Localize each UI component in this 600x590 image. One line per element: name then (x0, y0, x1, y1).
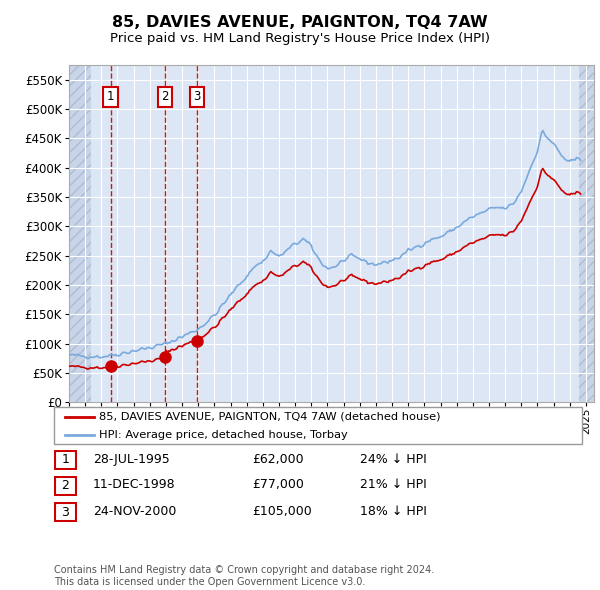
Text: 28-JUL-1995: 28-JUL-1995 (93, 453, 170, 466)
FancyBboxPatch shape (55, 451, 76, 468)
Text: 24% ↓ HPI: 24% ↓ HPI (360, 453, 427, 466)
Text: 1: 1 (61, 453, 70, 466)
Text: 85, DAVIES AVENUE, PAIGNTON, TQ4 7AW: 85, DAVIES AVENUE, PAIGNTON, TQ4 7AW (112, 15, 488, 30)
Text: HPI: Average price, detached house, Torbay: HPI: Average price, detached house, Torb… (99, 430, 347, 440)
Text: 2: 2 (61, 479, 70, 492)
Text: 3: 3 (61, 506, 70, 519)
FancyBboxPatch shape (55, 477, 76, 494)
Text: 24-NOV-2000: 24-NOV-2000 (93, 505, 176, 518)
FancyBboxPatch shape (54, 407, 582, 444)
Text: Price paid vs. HM Land Registry's House Price Index (HPI): Price paid vs. HM Land Registry's House … (110, 32, 490, 45)
Text: 3: 3 (193, 90, 200, 103)
Text: 1: 1 (107, 90, 114, 103)
Text: Contains HM Land Registry data © Crown copyright and database right 2024.
This d: Contains HM Land Registry data © Crown c… (54, 565, 434, 587)
Text: £105,000: £105,000 (252, 505, 312, 518)
Text: 2: 2 (161, 90, 169, 103)
Text: 18% ↓ HPI: 18% ↓ HPI (360, 505, 427, 518)
Text: 85, DAVIES AVENUE, PAIGNTON, TQ4 7AW (detached house): 85, DAVIES AVENUE, PAIGNTON, TQ4 7AW (de… (99, 412, 440, 422)
Bar (69, 65, 91, 402)
FancyBboxPatch shape (55, 503, 76, 521)
Text: 21% ↓ HPI: 21% ↓ HPI (360, 478, 427, 491)
Text: £62,000: £62,000 (252, 453, 304, 466)
Bar (579, 65, 600, 402)
Text: £77,000: £77,000 (252, 478, 304, 491)
Text: 11-DEC-1998: 11-DEC-1998 (93, 478, 176, 491)
